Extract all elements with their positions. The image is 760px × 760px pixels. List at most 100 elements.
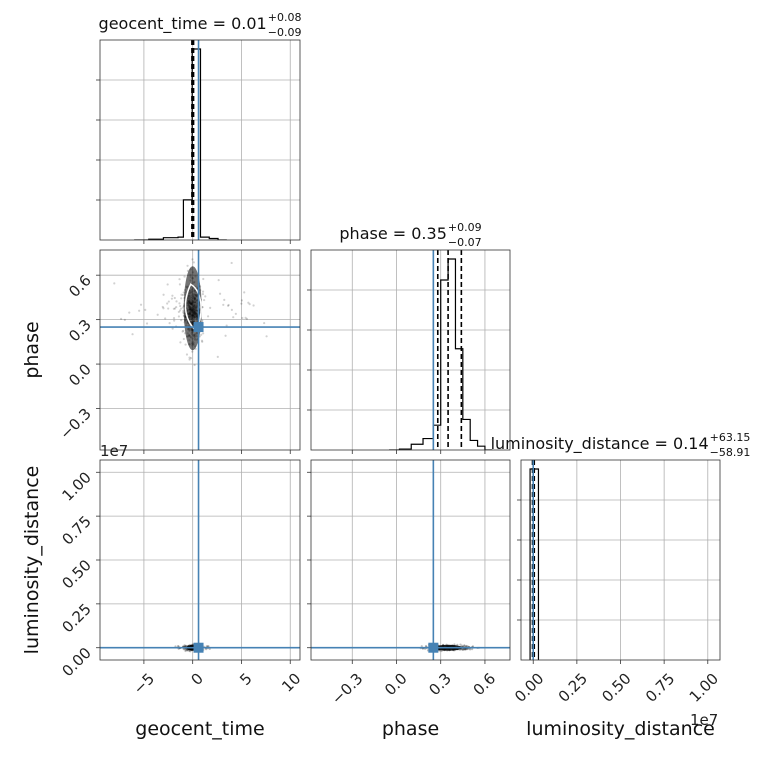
sample-point [222, 303, 225, 306]
sample-point [178, 278, 181, 281]
sample-point [201, 319, 204, 322]
x-tick-label: 5 [236, 670, 255, 689]
sample-point [240, 302, 243, 305]
sample-point [131, 333, 134, 336]
sample-point [172, 317, 176, 320]
sample-point [459, 643, 462, 646]
panel-title-minus: −0.09 [268, 26, 302, 39]
sample-point [204, 295, 207, 298]
sample-point [191, 350, 194, 353]
sample-point [168, 322, 171, 325]
sample-point [463, 644, 466, 647]
sample-point [265, 335, 268, 338]
sample-point [178, 309, 182, 312]
sample-point [200, 320, 204, 323]
sample-point [464, 648, 467, 651]
sample-point [178, 283, 181, 286]
x-tick-label: 0.0 [381, 670, 411, 700]
sample-point [175, 300, 178, 303]
sample-point [123, 318, 126, 322]
sample-point [201, 306, 204, 309]
sample-point [461, 648, 465, 651]
off-1-0-border [99, 249, 301, 451]
truth-marker [193, 322, 204, 333]
diag-luminosity_distance-border [520, 459, 721, 661]
sample-point [171, 294, 174, 297]
sample-point [173, 307, 177, 310]
sample-point [243, 291, 246, 294]
sample-point [188, 356, 191, 359]
sample-point [248, 303, 251, 306]
sample-point [201, 340, 204, 343]
sample-point [188, 358, 191, 361]
sample-point [200, 339, 204, 342]
sample-point [180, 297, 183, 300]
y-tick-label: 0.00 [58, 644, 94, 680]
sample-point [186, 649, 189, 652]
x-axis-label: phase [382, 718, 439, 740]
sample-point [182, 329, 185, 332]
sample-point [217, 279, 220, 282]
sample-point [166, 302, 169, 305]
x-tick-label: −0.3 [328, 670, 366, 708]
diag-panel-luminosity_distance [517, 459, 721, 664]
sample-point [203, 298, 206, 302]
x-tick-label: 1.00 [686, 670, 722, 706]
sample-point [144, 308, 147, 311]
sample-point [461, 648, 464, 651]
sample-point [180, 293, 183, 296]
panel-title-phase: phase = 0.35 +0.09 −0.07 [339, 221, 481, 249]
diag-panel-geocent_time-content [100, 40, 300, 240]
sample-point [182, 291, 185, 294]
sample-point [420, 645, 423, 648]
sample-point [167, 300, 170, 303]
sample-point [464, 648, 467, 651]
y-tick-label: 1.00 [58, 468, 94, 504]
x-tick-label: 10 [278, 670, 304, 696]
truth-marker [193, 642, 204, 653]
sample-point [183, 645, 186, 648]
scatter-panel-geocent_time-phase-content [100, 241, 300, 450]
sample-point [185, 648, 188, 651]
x-tick-label: 0.75 [642, 670, 678, 706]
sample-point [167, 307, 170, 310]
sample-point [184, 648, 187, 651]
panel-title-plus: +0.09 [448, 221, 482, 234]
sample-point [173, 319, 176, 322]
diag-panel-phase [307, 249, 511, 454]
sample-point [181, 293, 185, 297]
sample-point [223, 298, 226, 301]
sample-point [164, 317, 167, 320]
diag-phase-border [310, 249, 511, 451]
sample-point [202, 277, 205, 281]
y-axis-label: luminosity_distance [21, 466, 43, 655]
sample-point [189, 357, 193, 360]
panel-title-main: luminosity_distance = 0.14 [491, 434, 709, 454]
sample-point [227, 303, 230, 307]
diag-panel-phase-content [311, 250, 510, 450]
x-tick-label: 0.25 [555, 670, 591, 706]
sample-point [183, 644, 186, 647]
sample-point [202, 241, 204, 243]
sample-point [119, 317, 123, 320]
sample-point [182, 648, 185, 651]
sample-point [185, 645, 188, 648]
panel-title-main: phase = 0.35 [339, 224, 446, 243]
sample-point [463, 648, 466, 651]
scatter-panel-phase-luminosity_distance-content [311, 460, 510, 660]
panel-title-plus: +0.08 [268, 11, 302, 24]
x-offset-label: 1e7 [690, 711, 718, 729]
sample-point [184, 644, 187, 648]
y-tick-label: 0.25 [58, 600, 94, 636]
sample-point [166, 283, 169, 286]
sample-point [206, 315, 210, 318]
x-tick-label: 0 [187, 670, 206, 689]
sample-point [207, 645, 210, 648]
sample-point [462, 648, 465, 651]
off-2-0-border [99, 459, 301, 661]
sample-point [173, 296, 176, 300]
sample-point [216, 355, 219, 358]
y-tick-label: 0.6 [65, 271, 95, 301]
sample-point [180, 319, 183, 322]
